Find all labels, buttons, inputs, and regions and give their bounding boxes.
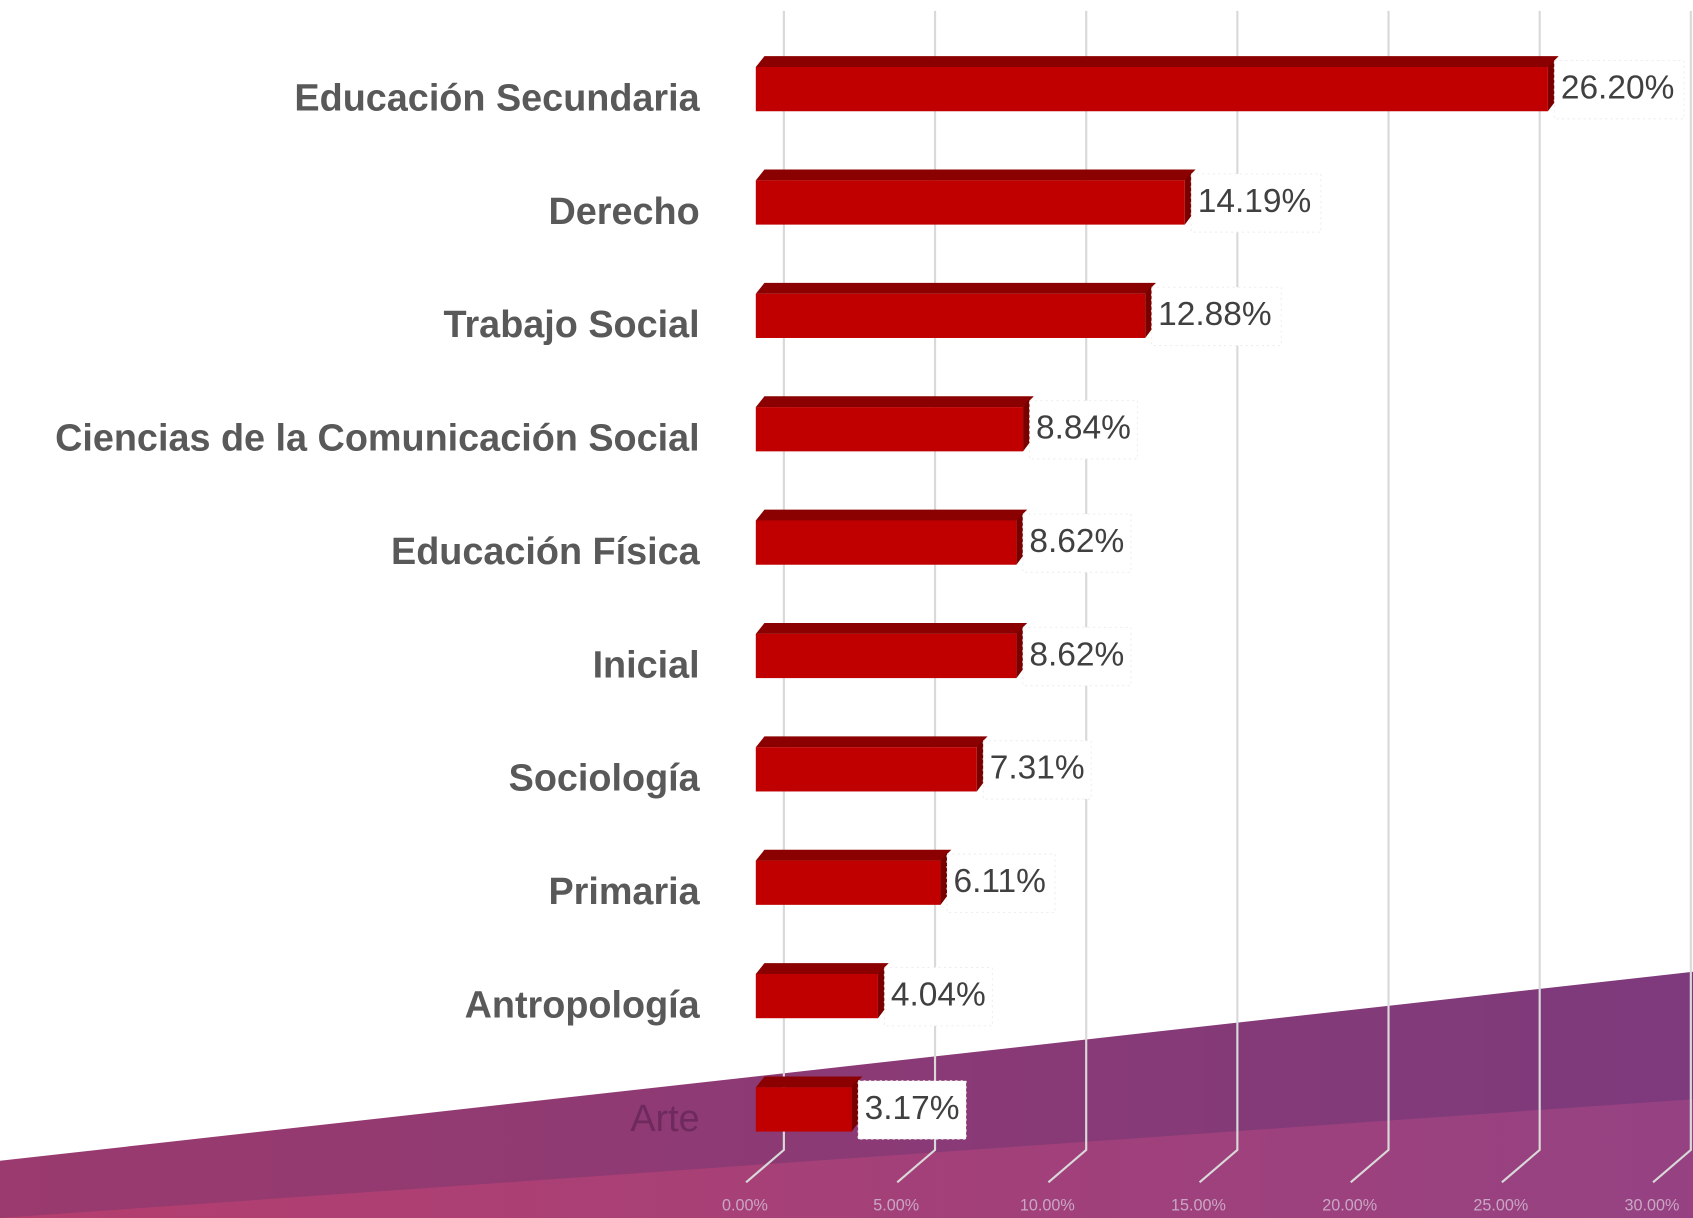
bar-side [976, 738, 984, 792]
category-label: Educación Física [391, 531, 701, 573]
value-label-box [1028, 400, 1139, 460]
bar-top [755, 623, 1028, 634]
value-label-box [1553, 59, 1685, 120]
x-tick-label: 0.00% [722, 1196, 768, 1214]
bar [755, 860, 941, 905]
category-label: Trabajo Social [443, 304, 699, 346]
bar-side [1023, 398, 1030, 452]
value-label: 6.11% [953, 863, 1045, 900]
value-label-box [1022, 626, 1132, 687]
value-label-box [857, 1080, 967, 1140]
category-label: Arte [630, 1098, 699, 1140]
bar [755, 520, 1017, 565]
bar-side [1145, 285, 1152, 338]
category-label: Sociología [509, 758, 701, 800]
background-band [0, 1099, 1693, 1218]
value-label: 7.31% [990, 750, 1085, 787]
value-label-box [982, 740, 1092, 800]
bar [755, 973, 878, 1019]
bar-side [877, 965, 885, 1019]
value-label-box [1022, 513, 1132, 573]
bar [755, 407, 1024, 452]
grid-line [1047, 10, 1088, 1184]
category-label: Inicial [593, 644, 700, 686]
category-label: Derecho [548, 191, 699, 233]
bar-top [755, 396, 1034, 408]
category-label: Antropología [465, 984, 701, 1026]
bar-side [1547, 58, 1555, 112]
bar-side [1016, 511, 1023, 565]
bar-top [755, 963, 889, 974]
grid-line [896, 10, 937, 1184]
value-label: 8.62% [1029, 636, 1124, 673]
x-tick-label: 5.00% [873, 1196, 919, 1214]
category-label: Educación Secundaria [294, 77, 700, 119]
bar-side [1016, 625, 1023, 679]
value-label: 8.84% [1036, 410, 1131, 447]
bar [755, 180, 1185, 225]
value-label: 8.62% [1029, 523, 1124, 560]
bar-side [851, 1078, 859, 1132]
x-tick-label: 25.00% [1473, 1196, 1528, 1214]
grid-line [1501, 10, 1541, 1184]
bar-top [755, 509, 1028, 521]
bar-top [755, 736, 988, 748]
grid-line [1198, 10, 1239, 1184]
x-tick-label: 30.00% [1625, 1196, 1680, 1214]
value-label-box [946, 853, 1056, 913]
grid-line [1652, 10, 1692, 1184]
value-label: 4.04% [891, 976, 986, 1013]
bar-side [940, 851, 948, 905]
value-label: 3.17% [865, 1090, 960, 1127]
x-tick-label: 20.00% [1322, 1196, 1377, 1214]
value-label: 26.20% [1561, 69, 1675, 106]
plot: 0.00% 5.00% 10.00% 15.00% 20.00% 25.00% 30.00%… [55, 10, 1692, 1214]
bar [755, 633, 1017, 679]
value-label: 12.88% [1158, 296, 1272, 333]
bar-side [1184, 171, 1192, 225]
value-label-box [883, 966, 993, 1027]
grid-line [745, 10, 785, 1184]
bar [755, 66, 1548, 112]
bar-top [755, 849, 952, 861]
bar [755, 1087, 852, 1132]
x-tick-label: 10.00% [1020, 1196, 1075, 1214]
category-label: Primaria [548, 871, 700, 913]
value-label: 14.19% [1198, 183, 1312, 220]
x-tick-label: 15.00% [1171, 1196, 1226, 1214]
value-label-box [1190, 173, 1322, 233]
bar-top [755, 169, 1196, 181]
bar-top [755, 1076, 863, 1088]
bar [755, 293, 1146, 338]
grid-line [1350, 10, 1390, 1184]
bar-top [755, 56, 1559, 67]
bar [755, 747, 977, 792]
category-label: Ciencias de la Comunicación Social [55, 418, 700, 460]
value-label-box [1151, 286, 1282, 347]
bar-top [755, 282, 1156, 294]
